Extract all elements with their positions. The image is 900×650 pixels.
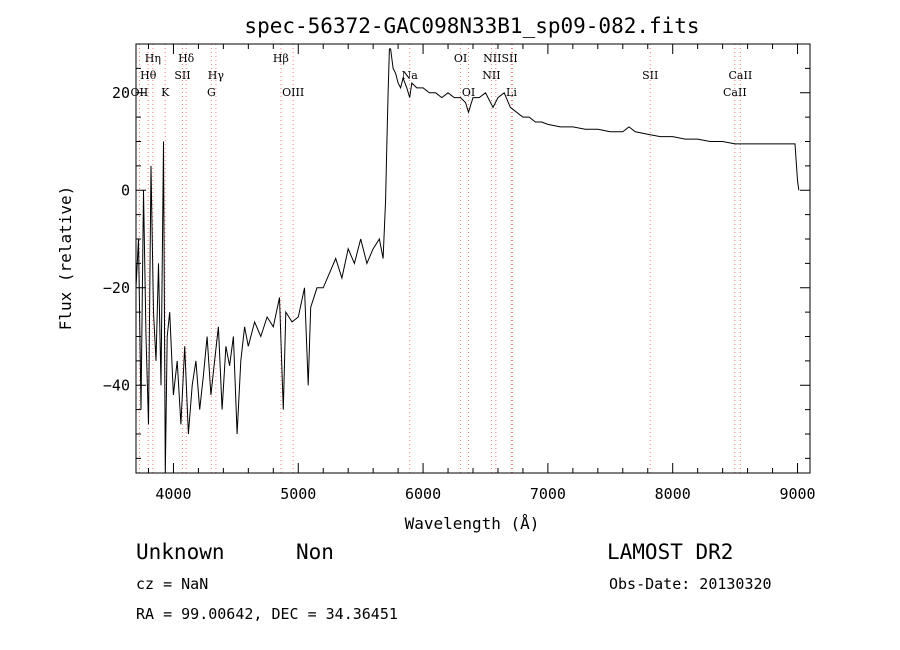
spectral-line-label: NII [482, 69, 500, 82]
obs-date: Obs-Date: 20130320 [609, 575, 772, 593]
object-class: Unknown [136, 540, 225, 564]
spectral-line-label: CaII [729, 69, 753, 82]
plot-frame [135, 43, 811, 474]
object-subclass: Non [296, 540, 334, 564]
axes: 4000 5000 6000 7000 8000 9000 −40 −20 0 20 [103, 43, 816, 503]
spectral-line-label: CaII [723, 86, 747, 99]
x-tick-label: 9000 [779, 485, 815, 503]
spectral-line-label: Hη [145, 52, 161, 65]
spectral-line-label: Hγ [208, 69, 225, 82]
spectral-line-label: Hβ [273, 52, 289, 65]
y-axis-label: Flux (relative) [56, 186, 75, 331]
x-tick-label: 6000 [405, 485, 441, 503]
spectral-line-label: SII [642, 69, 658, 82]
spectral-line-label: G [207, 86, 216, 99]
chart-title: spec-56372-GAC098N33B1_sp09-082.fits [244, 14, 699, 38]
spectrum-line [135, 48, 800, 474]
spectral-line-label: Na [402, 69, 419, 82]
spectral-line-label: OIII [282, 86, 304, 99]
x-axis-label: Wavelength (Å) [405, 514, 540, 533]
cz-value: cz = NaN [136, 575, 209, 593]
spectral-marker-lines [138, 44, 741, 473]
spectral-line-label: K [161, 86, 170, 99]
y-tick-label: 20 [112, 84, 130, 102]
x-tick-label: 7000 [530, 485, 566, 503]
spectral-line-label: OI [454, 52, 467, 65]
spectral-line-label: Hδ [178, 52, 195, 65]
spectral-line-label: NIISII [483, 52, 518, 65]
x-tick-label: 4000 [155, 485, 191, 503]
coordinates: RA = 99.00642, DEC = 34.36451 [136, 605, 398, 623]
y-tick-label: −20 [103, 279, 130, 297]
x-tick-label: 5000 [280, 485, 316, 503]
spectral-line-label: Hθ [140, 69, 157, 82]
spectral-line-label: Li [506, 86, 517, 99]
spectrum-series [135, 48, 800, 474]
spectral-line-label: SII [174, 69, 190, 82]
x-tick-label: 8000 [655, 485, 691, 503]
survey-release: LAMOST DR2 [607, 540, 734, 564]
y-tick-label: 0 [121, 181, 130, 199]
spectral-line-label: OI [462, 86, 475, 99]
y-tick-label: −40 [103, 376, 130, 394]
